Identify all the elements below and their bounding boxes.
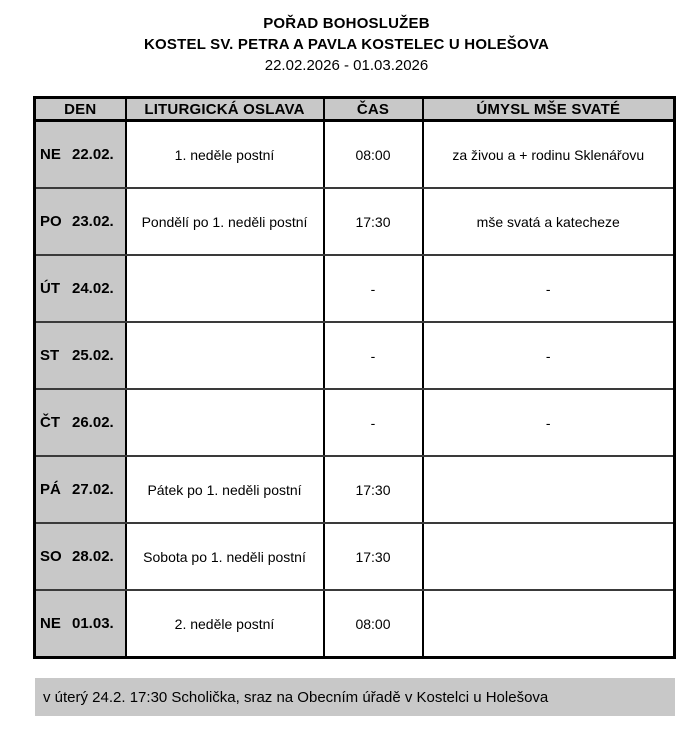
time-cell: - [322, 321, 424, 390]
intention-cell: - [421, 388, 676, 457]
celebration-cell: 1. neděle postní [124, 119, 325, 189]
page-subtitle: KOSTEL SV. PETRA A PAVLA KOSTELEC U HOLE… [144, 36, 549, 53]
time-cell: - [322, 388, 424, 457]
day-abbr: PÁ [40, 481, 61, 498]
doc-header: POŘAD BOHOSLUŽEB KOSTEL SV. PETRA A PAVL… [0, 0, 693, 76]
table-row: ST 25.02. - - [33, 321, 676, 390]
celebration-cell [124, 388, 325, 457]
date-range: 22.02.2026 - 01.03.2026 [264, 57, 429, 74]
celebration-cell: 2. neděle postní [124, 589, 325, 659]
day-cell: PÁ 27.02. [33, 455, 127, 524]
time-cell: 17:30 [322, 522, 424, 591]
celebration-cell: Pátek po 1. neděli postní [124, 455, 325, 524]
intention-cell [421, 522, 676, 591]
time-cell: - [322, 254, 424, 323]
column-header-liturgicka-oslava: LITURGICKÁ OSLAVA [124, 96, 325, 122]
day-cell: NE 22.02. [33, 119, 127, 189]
schedule-table-body: NE 22.02. 1. neděle postní 08:00 za živou a … [33, 119, 676, 659]
schedule-table-header: DEN LITURGICKÁ OSLAVA ČAS ÚMYSL MŠE SVAT… [33, 96, 676, 122]
intention-cell [421, 589, 676, 659]
day-abbr: NE [40, 615, 61, 632]
day-abbr: ST [40, 347, 60, 364]
day-abbr: NE [40, 146, 61, 163]
day-date: 23.02. [72, 213, 114, 230]
intention-cell: za živou a + rodinu Sklenářovu [421, 119, 676, 189]
day-cell: ST 25.02. [33, 321, 127, 390]
time-cell: 08:00 [322, 119, 424, 189]
day-cell: SO 28.02. [33, 522, 127, 591]
day-cell: PO 23.02. [33, 187, 127, 256]
intention-cell: mše svatá a katecheze [421, 187, 676, 256]
intention-cell: - [421, 321, 676, 390]
day-date: 22.02. [72, 146, 114, 163]
table-row: ÚT 24.02. - - [33, 254, 676, 323]
intention-cell: - [421, 254, 676, 323]
celebration-cell: Sobota po 1. neděli postní [124, 522, 325, 591]
footer-note: v úterý 24.2. 17:30 Scholička, sraz na O… [35, 678, 675, 716]
time-cell: 08:00 [322, 589, 424, 659]
day-abbr: ČT [40, 414, 60, 431]
day-abbr: PO [40, 213, 62, 230]
day-date: 28.02. [72, 548, 114, 565]
day-cell: NE 01.03. [33, 589, 127, 659]
celebration-cell [124, 321, 325, 390]
footer-note-text: v úterý 24.2. 17:30 Scholička, sraz na O… [43, 688, 549, 706]
table-row: NE 01.03. 2. neděle postní 08:00 [33, 589, 676, 659]
page-title: POŘAD BOHOSLUŽEB [263, 15, 430, 32]
day-date: 27.02. [72, 481, 114, 498]
day-date: 24.02. [72, 280, 114, 297]
time-cell: 17:30 [322, 187, 424, 256]
schedule-table: DEN LITURGICKÁ OSLAVA ČAS ÚMYSL MŠE SVAT… [33, 96, 676, 659]
day-date: 26.02. [72, 414, 114, 431]
table-row: PÁ 27.02. Pátek po 1. neděli postní 17:30 [33, 455, 676, 524]
day-date: 25.02. [72, 347, 114, 364]
column-header-cas: ČAS [322, 96, 424, 122]
time-cell: 17:30 [322, 455, 424, 524]
day-abbr: ÚT [40, 280, 60, 297]
celebration-cell: Pondělí po 1. neděli postní [124, 187, 325, 256]
table-row: ČT 26.02. - - [33, 388, 676, 457]
day-abbr: SO [40, 548, 62, 565]
column-header-umysl: ÚMYSL MŠE SVATÉ [421, 96, 676, 122]
header-row: DEN LITURGICKÁ OSLAVA ČAS ÚMYSL MŠE SVAT… [33, 96, 676, 122]
table-row: NE 22.02. 1. neděle postní 08:00 za živou a … [33, 119, 676, 189]
table-row: SO 28.02. Sobota po 1. neděli postní 17:30 [33, 522, 676, 591]
column-header-den: DEN [33, 96, 127, 122]
table-row: PO 23.02. Pondělí po 1. neděli postní 17:30… [33, 187, 676, 256]
intention-cell [421, 455, 676, 524]
day-cell: ČT 26.02. [33, 388, 127, 457]
day-cell: ÚT 24.02. [33, 254, 127, 323]
day-date: 01.03. [72, 615, 114, 632]
celebration-cell [124, 254, 325, 323]
